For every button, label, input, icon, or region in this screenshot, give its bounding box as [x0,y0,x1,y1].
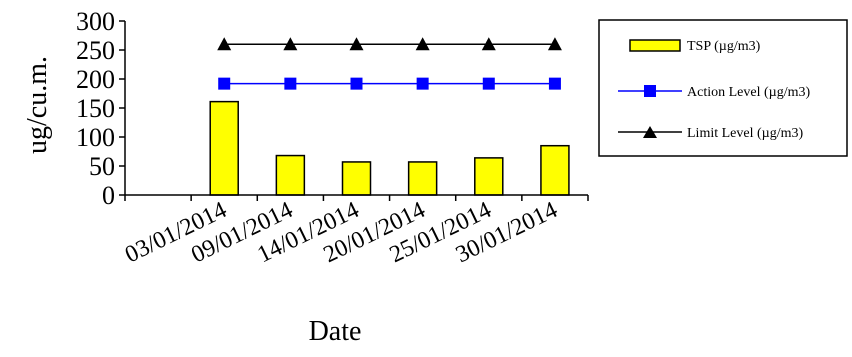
y-tick-label-150: 150 [76,94,115,123]
marker-action-5 [548,77,561,90]
bars [209,100,570,196]
bar-tsp-1 [209,100,239,196]
marker-limit-2 [349,37,364,51]
marker-limit-3 [415,37,430,51]
marker-limit-4 [481,37,496,51]
marker-limit-5 [547,37,562,51]
y-tick-label-300: 300 [76,7,115,36]
legend-marker-limit [643,126,657,138]
legend: TSP (µg/m3) Action Level (µg/m3) Limit L… [598,19,848,157]
legend-label-limit: Limit Level (µg/m3) [687,126,803,141]
y-tick-label-0: 0 [102,181,115,210]
axes [124,21,589,201]
x-axis-title: Date [309,316,362,347]
legend-marker-action [644,85,656,97]
marker-limit-0 [217,37,232,51]
marker-limit-1 [283,37,298,51]
bar-tsp-4 [407,161,438,196]
y-tick-label-50: 50 [89,152,115,181]
bar-tsp-6 [540,144,570,196]
y-tick-label-250: 250 [76,36,115,65]
x-axis-labels: 03/01/201409/01/201414/01/201420/01/2014… [121,197,561,268]
legend-label-tsp: TSP (µg/m3) [687,39,761,54]
marker-action-0 [218,77,231,90]
y-axis-title: ug/cu.m. [22,56,53,154]
y-tick-label-100: 100 [76,123,115,152]
bar-tsp-2 [275,154,306,196]
marker-action-3 [416,77,429,90]
marker-action-1 [284,77,297,90]
series-lines [217,37,562,90]
bar-tsp-3 [341,161,372,196]
bar-tsp-5 [474,157,504,196]
legend-swatch-tsp [629,39,681,52]
marker-action-4 [482,77,495,90]
legend-label-action: Action Level (µg/m3) [687,85,810,100]
y-tick-label-200: 200 [76,65,115,94]
marker-action-2 [350,77,363,90]
